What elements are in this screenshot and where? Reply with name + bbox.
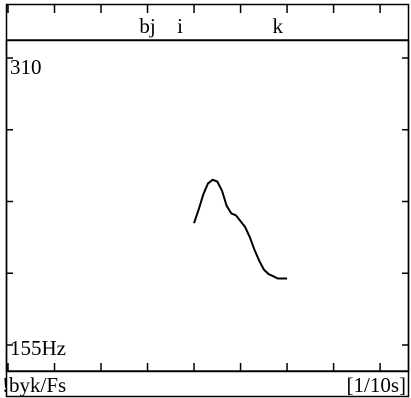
segment-label: k — [273, 14, 284, 38]
segment-label: i — [177, 14, 183, 38]
segment-labels: bj i k — [139, 14, 283, 38]
y-ticks — [7, 57, 408, 346]
x-ticks — [7, 5, 381, 371]
time-unit-label: [1/10s] — [347, 373, 407, 397]
pitch-contour-line — [193, 178, 288, 280]
y-bottom-label: 155Hz — [10, 336, 66, 360]
y-top-label: 310 — [10, 55, 42, 79]
outer-frame — [5, 3, 410, 398]
segment-label: bj — [139, 14, 155, 38]
plot-frame — [5, 39, 410, 373]
file-label: !byk/Fs — [2, 373, 66, 397]
